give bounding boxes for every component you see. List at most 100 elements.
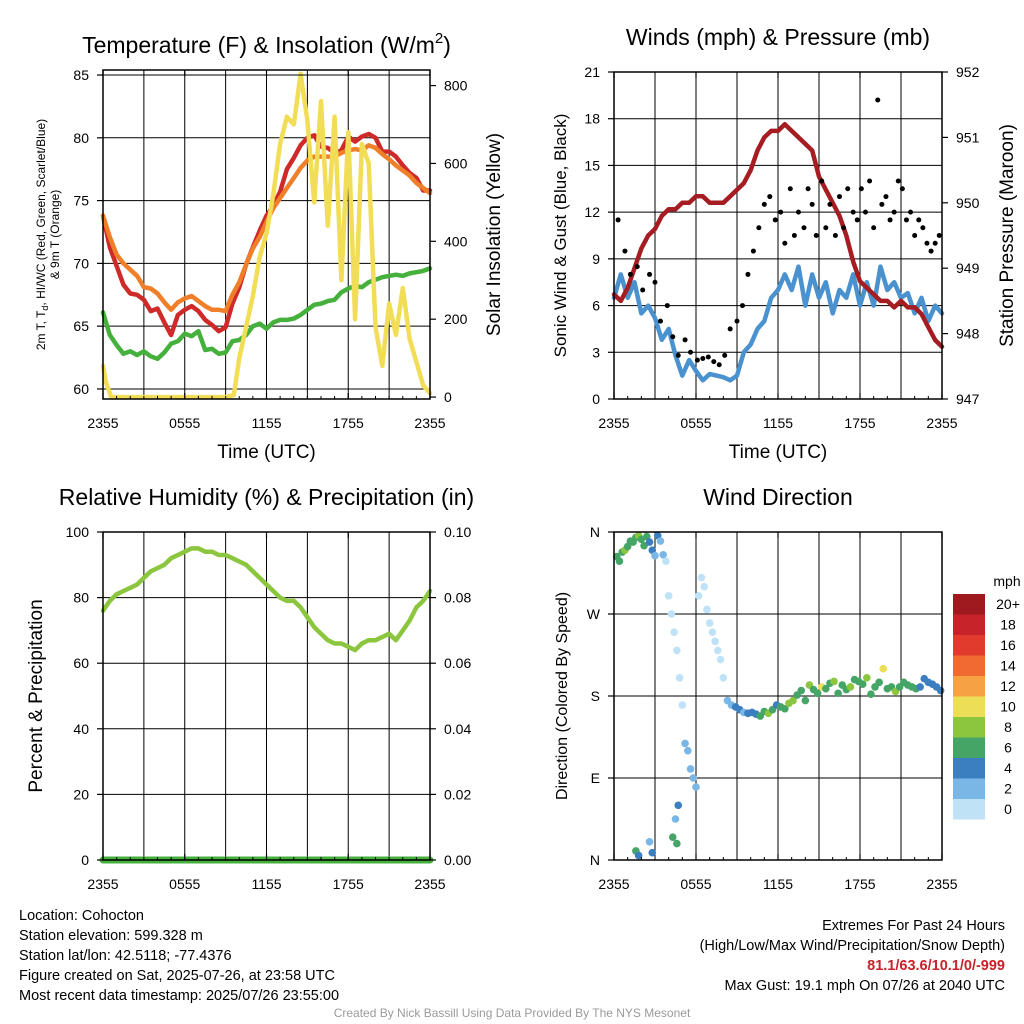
gust-point: [647, 271, 653, 277]
y2-tick-label: 0.08: [444, 590, 471, 606]
direction-point: [705, 619, 714, 627]
legend-label: 8: [1004, 719, 1012, 735]
series-line: [100, 71, 433, 400]
gust-point: [664, 303, 670, 309]
y-tick-label: 15: [584, 157, 600, 173]
y-tick-label: N: [590, 524, 600, 540]
direction-point: [675, 673, 684, 682]
x-tick-label: 1755: [844, 876, 875, 892]
y-tick-label: 0: [81, 852, 89, 868]
direction-point: [801, 696, 810, 705]
y-axis-label: Sonic Wind & Gust (Blue, Black): [551, 114, 570, 358]
recent-timestamp: Most recent data timestamp: 2025/07/26 2…: [19, 988, 340, 1004]
direction-point: [875, 678, 883, 687]
x-tick-label: 2355: [414, 876, 445, 892]
x-axis-label: Time (UTC): [729, 442, 828, 463]
direction-point: [834, 689, 842, 698]
x-tick-label: 1755: [333, 876, 364, 892]
gust-point: [899, 186, 905, 192]
gust-point: [845, 186, 851, 192]
legend-label: 4: [1004, 760, 1012, 776]
legend-swatch: [953, 696, 985, 717]
x-tick-label: 1155: [251, 876, 281, 892]
y2-tick-label: 952: [956, 64, 980, 80]
gust-point: [875, 97, 881, 103]
y2-tick-label: 949: [956, 260, 980, 276]
x-axis-label: Time (UTC): [217, 442, 316, 463]
series-line: [611, 264, 945, 383]
legend-title: mph: [993, 573, 1020, 589]
gust-point: [675, 352, 681, 358]
gust-point: [657, 318, 663, 324]
legend-swatch: [953, 676, 985, 697]
gust-point: [912, 233, 918, 238]
gust-point: [903, 217, 909, 223]
direction-point: [716, 655, 725, 664]
gust-point: [936, 233, 942, 238]
gust-point: [916, 217, 922, 223]
legend-label: 20+: [996, 596, 1020, 612]
gust-point: [640, 287, 646, 293]
gust-point: [670, 334, 676, 340]
series-line: [611, 122, 945, 349]
direction-point: [659, 550, 667, 559]
gust-point: [700, 356, 706, 362]
legend-label: 18: [1000, 617, 1016, 633]
legend-label: 2: [1004, 781, 1012, 797]
y2-axis-label: Station Pressure (Maroon): [997, 124, 1018, 347]
gust-point: [634, 264, 640, 270]
gust-point: [734, 318, 740, 324]
direction-point: [916, 683, 924, 691]
gust-point: [805, 186, 811, 192]
gust-point: [883, 194, 889, 200]
gust-point: [823, 225, 829, 231]
direction-point: [662, 557, 670, 565]
y-tick-label: 85: [73, 67, 89, 83]
direction-point: [670, 628, 678, 637]
x-tick-label: 0555: [169, 415, 200, 431]
figure-created: Figure created on Sat, 2025-07-26, at 23…: [19, 968, 335, 984]
y2-tick-label: 0.06: [444, 655, 471, 671]
y-axis-label: 2m T, Td, HI/WC (Red, Green, Scarlet/Blu…: [34, 119, 50, 350]
label-rest: , HI/WC (Red, Green, Scarlet/Blue): [34, 119, 48, 306]
y-axis-label-2: & 9m T (Orange): [48, 190, 62, 280]
y-tick-label: E: [591, 770, 600, 786]
direction-point: [673, 646, 681, 655]
x-tick-label: 2355: [598, 415, 629, 431]
gust-point: [867, 178, 873, 184]
direction-point: [863, 673, 871, 682]
y-tick-label: 40: [73, 721, 89, 737]
y2-axis-label: Solar Insolation (Yellow): [484, 133, 505, 336]
y-tick-label: 12: [584, 204, 600, 220]
x-tick-label: 2355: [414, 415, 445, 431]
y-tick-label: 0: [592, 391, 600, 407]
gust-point: [688, 349, 694, 355]
direction-point: [830, 677, 838, 686]
direction-point: [648, 848, 657, 857]
direction-point: [708, 628, 717, 637]
y2-tick-label: 951: [956, 129, 980, 145]
gust-point: [652, 279, 658, 285]
legend-label: 6: [1004, 740, 1012, 756]
y-tick-label: 75: [73, 193, 89, 209]
direction-point: [700, 582, 708, 591]
gust-point: [891, 209, 897, 215]
legend-swatch: [953, 799, 985, 820]
y-tick-label: 70: [73, 255, 89, 271]
direction-point: [858, 680, 867, 688]
y2-tick-label: 800: [444, 78, 468, 94]
station-latlon: Station lat/lon: 42.5118; -77.4376: [19, 948, 232, 964]
chart-title: Winds (mph) & Pressure (mb): [626, 24, 930, 50]
legend-swatch: [953, 758, 985, 779]
x-tick-label: 0555: [680, 876, 711, 892]
max-gust: Max Gust: 19.1 mph On 07/26 at 2040 UTC: [724, 978, 1005, 994]
gust-point: [932, 240, 938, 246]
x-tick-label: 1155: [251, 415, 281, 431]
gust-point: [854, 217, 860, 223]
direction-point: [615, 557, 624, 565]
gust-point: [782, 240, 788, 246]
direction-point: [822, 684, 830, 693]
gust-point: [850, 209, 856, 215]
extremes-values: 81.1/63.6/10.1/0/-999: [867, 958, 1005, 974]
